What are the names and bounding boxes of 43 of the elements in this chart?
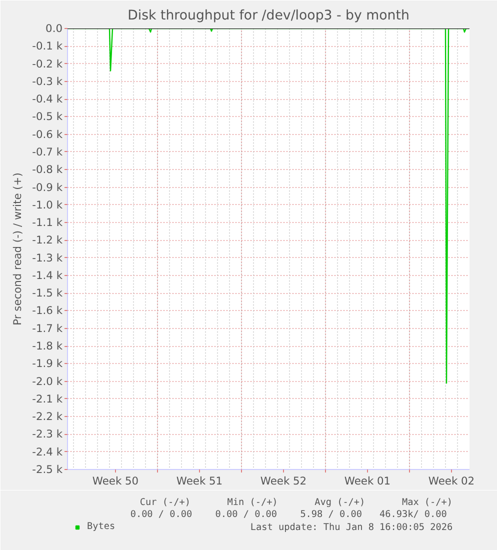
y-tick-label: -2.5 k — [32, 463, 64, 476]
y-tick-label: -1.4 k — [32, 268, 64, 282]
x-tick-label: Week 01 — [344, 474, 391, 488]
x-tick-label: Week 52 — [260, 474, 307, 488]
y-tick-label: -0.1 k — [32, 40, 64, 53]
y-tick-label: -1.8 k — [32, 340, 64, 353]
x-tick-label: Week 50 — [92, 474, 139, 488]
y-tick-label: -1.3 k — [32, 251, 64, 264]
y-tick-label: -1.0 k — [32, 198, 64, 212]
y-tick-label: -0.5 k — [32, 110, 64, 124]
y-tick-label: -1.6 k — [32, 304, 64, 318]
text: Cur (-/+) — [140, 497, 190, 508]
y-tick-label: -0.4 k — [32, 92, 64, 106]
text: Last update: Thu Jan 8 16:00:05 2026 — [250, 522, 453, 533]
y-tick-label: -0.2 k — [32, 57, 64, 70]
text: 0.00 / 0.00 — [215, 509, 278, 520]
text: Max (-/+) — [402, 497, 453, 508]
y-tick-label: -1.9 k — [32, 357, 64, 370]
chart-title: Disk throughput for /dev/loop3 - by month — [128, 8, 410, 24]
y-tick-label: -0.6 k — [32, 128, 64, 141]
text: Avg (-/+) — [314, 497, 366, 508]
y-tick-label: -2.4 k — [32, 445, 64, 458]
y-tick-label: 0.0 — [46, 22, 63, 35]
text: 0.00 / 0.00 — [130, 509, 192, 520]
y-tick-label: -2.0 k — [32, 374, 64, 388]
text: 46.93k/ 0.00 — [380, 509, 448, 520]
y-tick-label: -2.1 k — [32, 392, 64, 406]
y-axis-title: Pr second read (-) / write (+) — [11, 172, 24, 326]
text: 5.98 / 0.00 — [300, 509, 362, 520]
y-tick-label: -1.2 k — [32, 234, 64, 247]
y-tick-label: -2.3 k — [32, 428, 64, 441]
y-tick-label: -0.9 k — [32, 180, 64, 194]
y-tick-label: -2.2 k — [32, 410, 64, 424]
y-tick-label: -0.7 k — [32, 145, 64, 158]
y-tick-label: -1.7 k — [32, 322, 64, 335]
y-tick-label: -0.3 k — [32, 74, 64, 88]
x-tick-label: Week 02 — [428, 474, 475, 488]
y-tick-label: -1.5 k — [32, 286, 64, 300]
y-tick-label: -1.1 k — [32, 216, 64, 230]
legend-label: Bytes — [87, 521, 116, 532]
text: Min (-/+) — [227, 497, 278, 508]
y-tick-label: -0.8 k — [32, 163, 64, 176]
x-tick-label: Week 51 — [176, 474, 223, 488]
